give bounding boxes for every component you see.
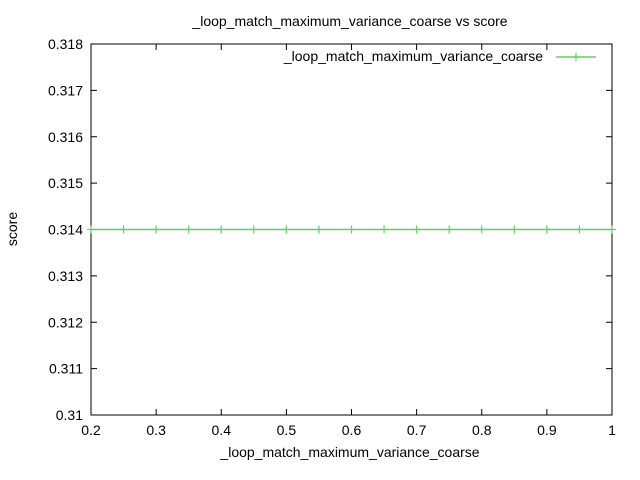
data-point: [152, 225, 161, 234]
x-tick-label: 0.6: [342, 422, 362, 438]
x-tick-label: 0.8: [472, 422, 492, 438]
x-tick-label: 1: [608, 422, 616, 438]
data-point: [445, 225, 454, 234]
y-tick-label: 0.311: [49, 361, 83, 377]
data-point: [477, 225, 486, 234]
x-tick-label: 0.3: [146, 422, 166, 438]
y-tick-label: 0.31: [56, 407, 83, 423]
data-point: [608, 225, 616, 234]
data-point: [314, 225, 323, 234]
legend: _loop_match_maximum_variance_coarse: [283, 48, 596, 64]
y-tick-label: 0.313: [48, 268, 83, 284]
x-axis: 0.2 0.3 0.4 0.5 0.6 0.7 0.8 0.9 1: [81, 44, 616, 438]
y-tick-label: 0.312: [48, 314, 83, 330]
data-point: [347, 225, 356, 234]
y-tick-label: 0.315: [48, 175, 83, 191]
y-tick-label: 0.316: [48, 129, 83, 145]
data-point: [249, 225, 258, 234]
data-point: [217, 225, 226, 234]
x-tick-label: 0.9: [537, 422, 557, 438]
data-point: [184, 225, 193, 234]
legend-label: _loop_match_maximum_variance_coarse: [283, 48, 543, 64]
data-point: [87, 225, 95, 234]
y-tick-label: 0.317: [48, 82, 83, 98]
y-axis-label: score: [4, 212, 20, 246]
x-axis-label: _loop_match_maximum_variance_coarse: [219, 444, 479, 460]
data-point: [119, 225, 128, 234]
data-point: [542, 225, 551, 234]
x-tick-label: 0.4: [212, 422, 232, 438]
y-axis: 0.31 0.311 0.312 0.313 0.314 0.315 0.316 0.317 0…: [48, 36, 612, 423]
data-point: [575, 225, 584, 234]
y-tick-label: 0.318: [48, 36, 83, 52]
x-tick-label: 0.7: [407, 422, 427, 438]
data-point: [510, 225, 519, 234]
x-tick-label: 0.5: [277, 422, 297, 438]
data-point: [380, 225, 389, 234]
chart-title: _loop_match_maximum_variance_coarse vs s…: [191, 13, 507, 29]
y-tick-label: 0.314: [48, 222, 83, 238]
series-layer: [87, 225, 616, 234]
x-tick-label: 0.2: [81, 422, 101, 438]
data-point: [412, 225, 421, 234]
data-point: [282, 225, 291, 234]
